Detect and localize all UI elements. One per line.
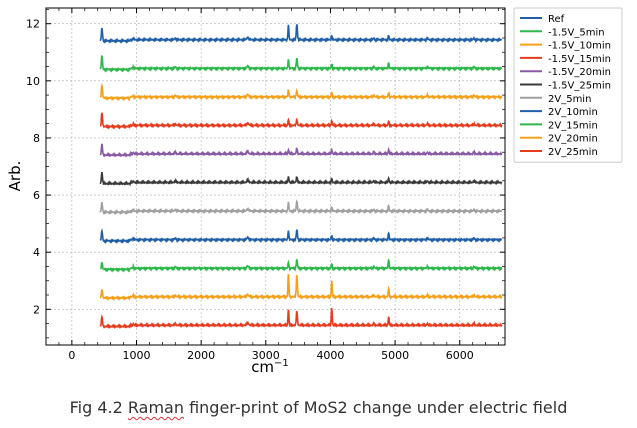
legend-label: 2V_5min	[548, 94, 591, 105]
plot-frame	[45, 7, 506, 346]
series-line	[99, 112, 503, 130]
x-tick-label: 4000	[316, 349, 344, 362]
legend-label: -1.5V_25min	[548, 81, 611, 92]
x-tick-label: 0	[68, 349, 75, 362]
series-line	[99, 24, 503, 45]
legend-label: 2V_25min	[548, 147, 598, 158]
legend-label: Ref	[548, 14, 565, 25]
series-line	[99, 82, 503, 102]
series-line	[99, 307, 503, 329]
y-tick-label: 10	[26, 75, 40, 88]
x-tick-label: 1000	[123, 349, 151, 362]
series-lines	[99, 24, 503, 329]
caption-underlined-word: Raman	[127, 398, 184, 417]
figure-caption: Fig 4.2 Raman finger-print of MoS2 chang…	[0, 398, 637, 417]
series-line	[99, 199, 503, 216]
x-tick-label: 2000	[187, 349, 215, 362]
x-tick-label: 3000	[252, 349, 280, 362]
series-line	[99, 274, 503, 301]
y-axis-label: Arb.	[6, 161, 24, 192]
series-line	[99, 171, 503, 187]
series-line	[100, 258, 503, 273]
raman-chart: 0 1000 2000 3000 4000 5000 6000 2 4 6 8 10 12 Ref -1.…	[6, 7, 623, 376]
grid	[46, 8, 505, 345]
y-tick-label: 6	[33, 189, 40, 202]
x-tick-label: 6000	[446, 349, 474, 362]
legend-label: 2V_20min	[548, 134, 598, 145]
legend-label: -1.5V_20min	[548, 67, 611, 78]
axes: 0 1000 2000 3000 4000 5000 6000 2 4 6 8 10 12	[26, 7, 506, 362]
y-tick-label: 2	[33, 303, 40, 316]
x-tick-label: 5000	[381, 349, 409, 362]
x-axis-label: cm−1	[251, 358, 289, 376]
y-tick-label: 12	[26, 18, 40, 31]
legend-label: -1.5V_15min	[548, 54, 611, 65]
series-line	[99, 55, 502, 73]
legend-label: -1.5V_5min	[548, 27, 605, 38]
legend-label: -1.5V_10min	[548, 41, 611, 52]
y-tick-label: 4	[33, 246, 40, 259]
legend: Ref -1.5V_5min -1.5V_10min -1.5V_15min -1.5V…	[513, 7, 623, 163]
legend-label: 2V_15min	[548, 120, 598, 131]
y-tick-label: 8	[33, 132, 40, 145]
series-line	[99, 143, 503, 158]
series-line	[99, 227, 502, 245]
caption-suffix: finger-print of MoS2 change under electr…	[183, 398, 568, 417]
legend-label: 2V_10min	[548, 107, 598, 118]
caption-prefix: Fig 4.2	[69, 398, 128, 417]
